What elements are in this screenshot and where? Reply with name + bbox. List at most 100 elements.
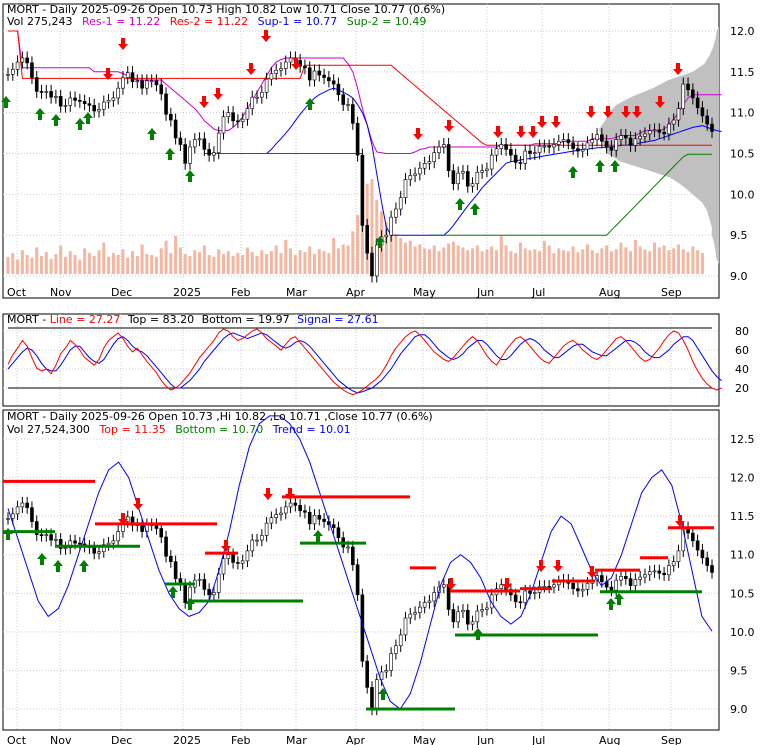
trend-candle <box>63 547 68 550</box>
price-candle <box>691 89 695 99</box>
trend-panel-title: MORT - Daily 2025-09-26 Open 10.73 ,Hi 1… <box>7 410 433 423</box>
price-candle <box>231 112 235 122</box>
volume-bar <box>566 251 570 274</box>
buy-arrow <box>147 128 157 140</box>
price-candle <box>595 134 599 140</box>
x-tick-label: Oct <box>7 286 27 299</box>
trend-candle <box>576 588 580 592</box>
volume-bar <box>413 246 417 274</box>
price-candle <box>303 65 307 69</box>
trend-candle <box>518 601 523 604</box>
volume-bar <box>332 237 336 274</box>
trend-candle <box>465 609 470 625</box>
trend-candle <box>432 592 437 602</box>
trend-candle <box>30 507 34 522</box>
volume-bar <box>456 245 460 274</box>
volume-bar <box>87 253 91 274</box>
volume-bar <box>59 245 63 274</box>
legend-line: Line = 27.27 <box>50 313 121 326</box>
volume-bar <box>629 251 633 274</box>
price-candle <box>360 154 365 226</box>
volume-bar <box>317 249 321 274</box>
trend-candle <box>609 586 614 591</box>
volume-bar <box>676 244 680 274</box>
legend-trend3: Trend = 10.01 <box>272 423 351 436</box>
volume-bar <box>30 257 34 274</box>
trend-candle <box>58 538 63 549</box>
x-tick-label-bottom: Dec <box>111 734 132 745</box>
price-candle <box>207 149 211 156</box>
buy-arrow-bottom <box>606 598 616 610</box>
trend-candle <box>346 546 350 549</box>
volume-bar <box>648 251 652 274</box>
buy-arrow <box>568 166 578 178</box>
sell-arrow <box>586 106 596 118</box>
volume-bar <box>78 259 82 274</box>
trend-tick-label: 12.0 <box>730 472 755 485</box>
volume-bar <box>293 255 297 274</box>
volume-bar <box>643 249 647 274</box>
stoch-tick-label: 20 <box>735 382 749 395</box>
volume-bar <box>490 246 494 274</box>
volume-bar <box>135 255 139 274</box>
trend-candle <box>446 584 451 610</box>
volume-bar <box>408 240 412 274</box>
price-candle <box>264 78 269 93</box>
trend-candle <box>614 579 619 591</box>
price-candle <box>331 80 336 85</box>
x-tick-label: Mar <box>286 286 307 299</box>
volume-bar <box>121 249 125 274</box>
trend-candle <box>159 528 164 538</box>
trend-candle <box>442 584 446 588</box>
price-candle <box>307 67 312 81</box>
y-tick-label: 11.0 <box>730 107 755 120</box>
volume-bar <box>274 245 278 274</box>
price-candle <box>327 77 331 82</box>
x-tick-label-bottom: Apr <box>346 734 366 745</box>
volume-bar <box>700 253 704 274</box>
volume-bar <box>356 215 360 274</box>
price-candle <box>341 94 346 105</box>
trend-candle <box>207 589 211 596</box>
price-candle <box>149 80 154 83</box>
buy-arrow <box>185 170 195 182</box>
x-tick-label-bottom: Mar <box>286 734 307 745</box>
sell-arrow <box>444 120 454 132</box>
price-candle <box>178 137 183 145</box>
trend-candle <box>657 570 662 574</box>
price-candle <box>39 91 44 93</box>
price-candle <box>30 62 34 78</box>
price-candle <box>528 150 532 154</box>
price-candle <box>580 149 585 152</box>
sell-arrow <box>291 58 301 70</box>
sell-arrow <box>537 116 547 128</box>
trend-candle <box>408 613 413 619</box>
buy-arrow <box>470 203 480 215</box>
volume-bar <box>672 248 676 274</box>
price-candle <box>216 132 221 153</box>
trend-candle <box>700 549 705 559</box>
price-candle <box>58 96 63 107</box>
price-candle <box>590 139 595 144</box>
trend-candle <box>427 600 432 603</box>
volume-bar <box>547 245 551 274</box>
sell-arrow <box>261 30 271 42</box>
trend-candle <box>552 584 556 588</box>
x-tick-label: Nov <box>50 286 72 299</box>
trend-candle <box>379 671 384 680</box>
volume-bar <box>451 241 455 274</box>
price-candle <box>513 154 518 163</box>
trend-candle <box>97 551 101 554</box>
volume-bar <box>538 251 542 274</box>
volume-bar <box>351 231 355 274</box>
stoch-tick-label: 60 <box>735 344 749 357</box>
trend-candle <box>183 584 187 603</box>
volume-bar <box>681 249 685 274</box>
price-candle <box>432 152 437 162</box>
buy-arrow <box>165 148 175 160</box>
price-candle <box>116 87 120 99</box>
price-candle <box>662 131 666 135</box>
price-candle <box>97 109 101 112</box>
price-candle <box>365 225 369 254</box>
x-tick-label: Apr <box>346 286 366 299</box>
